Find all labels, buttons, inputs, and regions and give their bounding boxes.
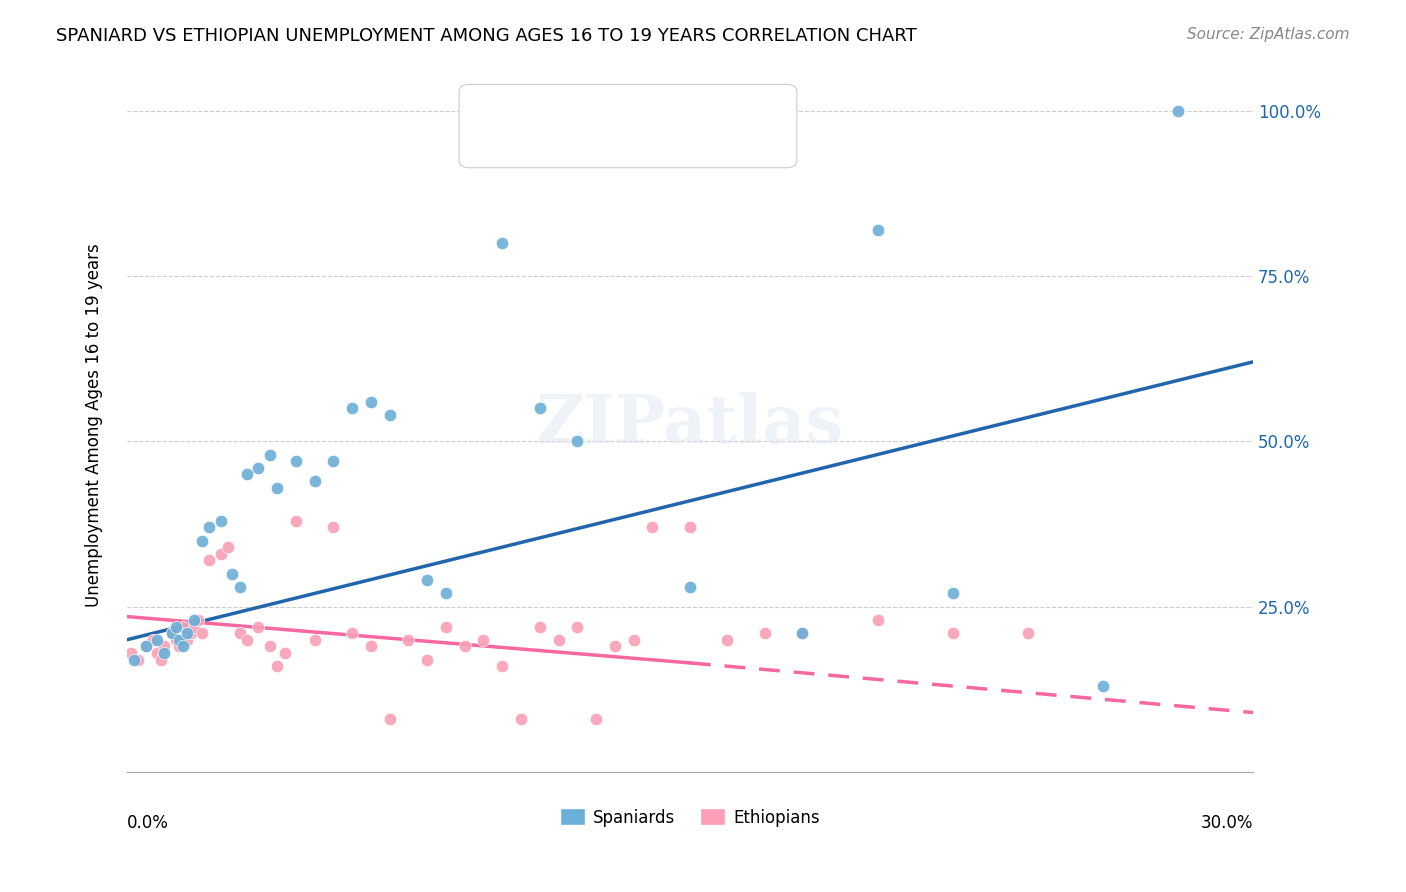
Text: 0.0%: 0.0% (127, 814, 169, 831)
Point (434, 586, 457, 600)
Point (153, 640, 176, 654)
Point (866, 613, 889, 627)
Point (135, 640, 157, 654)
Text: 30.0%: 30.0% (1201, 814, 1253, 831)
Point (1167, 103, 1189, 118)
Point (304, 632, 326, 647)
Point (146, 632, 169, 647)
Point (176, 626, 198, 640)
Point (378, 408, 401, 422)
Point (416, 652, 439, 666)
Point (169, 640, 191, 654)
Point (124, 652, 146, 666)
Point (510, 712, 533, 726)
Point (169, 632, 191, 647)
Point (191, 626, 214, 640)
Point (679, 580, 702, 594)
Point (623, 632, 645, 647)
Point (396, 632, 419, 647)
Point (120, 646, 142, 660)
Point (142, 632, 165, 647)
Point (942, 586, 965, 600)
Point (198, 553, 221, 567)
Point (183, 619, 205, 633)
Point (236, 467, 259, 482)
Point (942, 626, 965, 640)
Point (209, 547, 232, 561)
Point (149, 652, 172, 666)
Point (284, 514, 307, 528)
Point (472, 632, 495, 647)
Point (340, 401, 363, 416)
Y-axis label: Unemployment Among Ages 16 to 19 years: Unemployment Among Ages 16 to 19 years (86, 243, 103, 607)
Point (176, 632, 198, 647)
Point (209, 514, 232, 528)
Point (236, 632, 259, 647)
Point (322, 520, 344, 534)
Point (247, 619, 270, 633)
Point (221, 566, 243, 581)
Point (792, 626, 814, 640)
Point (547, 632, 569, 647)
Point (153, 646, 176, 660)
Point (165, 619, 187, 633)
Point (160, 626, 183, 640)
Point (247, 460, 270, 475)
Point (284, 454, 307, 468)
Point (160, 626, 183, 640)
Point (529, 619, 551, 633)
Point (146, 646, 169, 660)
Point (360, 394, 382, 409)
Point (165, 632, 187, 647)
Point (259, 640, 281, 654)
Legend: Spaniards, Ethiopians: Spaniards, Ethiopians (553, 802, 827, 833)
Point (172, 640, 194, 654)
Point (135, 640, 157, 654)
Point (183, 613, 205, 627)
Point (187, 613, 209, 627)
Point (567, 434, 589, 449)
Point (641, 520, 664, 534)
Point (567, 619, 589, 633)
Point (191, 533, 214, 548)
Point (1017, 626, 1039, 640)
Point (754, 626, 776, 640)
Point (454, 640, 477, 654)
Text: SPANIARD VS ETHIOPIAN UNEMPLOYMENT AMONG AGES 16 TO 19 YEARS CORRELATION CHART: SPANIARD VS ETHIOPIAN UNEMPLOYMENT AMONG… (56, 27, 917, 45)
Point (340, 626, 363, 640)
Point (180, 626, 202, 640)
Point (266, 481, 288, 495)
Point (679, 520, 702, 534)
Text: Source: ZipAtlas.com: Source: ZipAtlas.com (1187, 27, 1350, 42)
Point (1091, 679, 1114, 693)
Point (228, 580, 250, 594)
Point (529, 401, 551, 416)
Text: ZIPatlas: ZIPatlas (536, 392, 844, 458)
Point (378, 712, 401, 726)
Point (434, 619, 457, 633)
Point (172, 619, 194, 633)
Point (360, 640, 382, 654)
Point (491, 659, 513, 673)
Point (603, 640, 626, 654)
Point (217, 540, 239, 554)
Point (491, 235, 513, 250)
Point (304, 474, 326, 488)
Point (416, 573, 439, 587)
Point (259, 448, 281, 462)
Point (198, 520, 221, 534)
FancyBboxPatch shape (460, 85, 797, 168)
Point (866, 222, 889, 236)
Point (273, 646, 295, 660)
Point (585, 712, 607, 726)
Point (228, 626, 250, 640)
Point (266, 659, 288, 673)
Point (716, 632, 738, 647)
Point (322, 454, 344, 468)
Point (792, 626, 814, 640)
Point (127, 652, 149, 666)
